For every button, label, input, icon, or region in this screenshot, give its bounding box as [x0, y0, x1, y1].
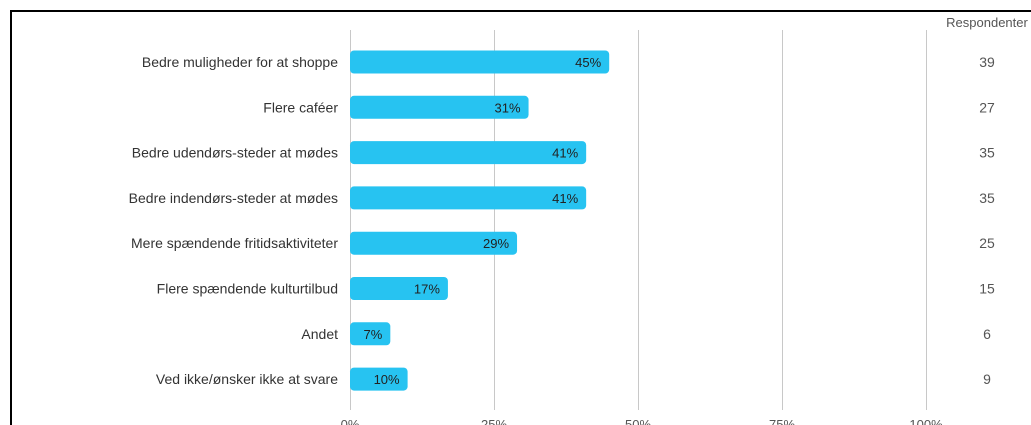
bar-value-label: 17% [414, 282, 440, 297]
bar [350, 95, 529, 119]
category-label: Ved ikke/ønsker ikke at svare [156, 371, 338, 387]
category-label: Mere spændende fritidsaktiviteter [131, 235, 338, 251]
x-axis-tick-labels: 0% 25% 50% 75% 100% [341, 417, 943, 425]
respondent-count: 9 [983, 371, 991, 387]
respondents-column: 39 27 35 35 25 15 6 9 [979, 54, 995, 387]
x-tick-label: 50% [625, 417, 651, 425]
respondent-count: 39 [979, 54, 995, 70]
bar [350, 277, 448, 300]
bar [350, 50, 610, 74]
respondent-count: 15 [979, 281, 995, 297]
respondent-count: 35 [979, 145, 995, 161]
bar [350, 231, 518, 255]
category-label: Flere spændende kulturtilbud [157, 281, 338, 297]
category-label: Flere caféer [263, 99, 338, 115]
category-label: Bedre muligheder for at shoppe [142, 54, 338, 70]
respondent-count: 25 [979, 235, 995, 251]
bar [350, 141, 587, 165]
x-tick-label: 0% [341, 417, 360, 425]
value-labels: 45% 31% 41% 41% 29% 17% 7% 10% [364, 55, 602, 387]
category-label: Andet [301, 326, 338, 342]
bar-value-label: 31% [495, 100, 521, 115]
x-tick-label: 75% [769, 417, 795, 425]
bar-value-label: 10% [374, 372, 400, 387]
bars [350, 50, 610, 391]
bar-value-label: 41% [552, 146, 578, 161]
category-label: Bedre indendørs-steder at mødes [129, 190, 338, 206]
bar-value-label: 29% [483, 236, 509, 251]
respondent-count: 6 [983, 326, 991, 342]
category-labels: Bedre muligheder for at shoppe Flere café… [129, 54, 339, 387]
bar [350, 322, 391, 346]
respondent-count: 35 [979, 190, 995, 206]
chart-frame [10, 10, 1031, 425]
bar-value-label: 45% [575, 55, 601, 70]
respondents-header: Respondenter [946, 15, 1028, 30]
x-tick-label: 25% [481, 417, 507, 425]
category-label: Bedre udendørs-steder at mødes [132, 145, 338, 161]
gridlines [350, 30, 927, 410]
bar-value-label: 7% [364, 327, 383, 342]
bar [350, 186, 587, 210]
bar-value-label: 41% [552, 191, 578, 206]
bar [350, 367, 408, 391]
x-tick-label: 100% [909, 417, 943, 425]
respondent-count: 27 [979, 99, 995, 115]
